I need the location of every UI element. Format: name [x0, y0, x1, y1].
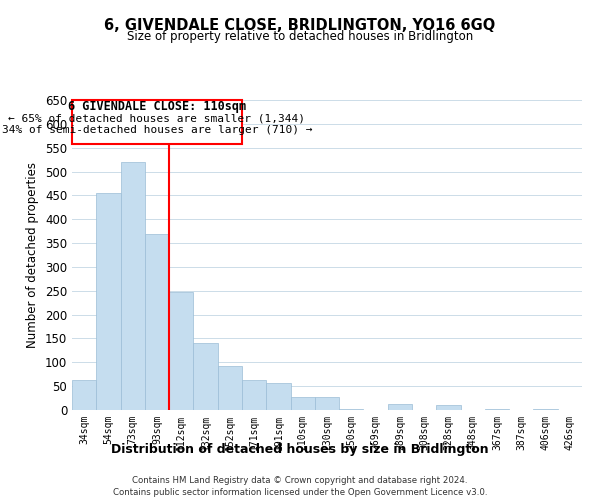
- Bar: [436, 405, 461, 410]
- Bar: [121, 162, 145, 410]
- Text: Contains HM Land Registry data © Crown copyright and database right 2024.: Contains HM Land Registry data © Crown c…: [132, 476, 468, 485]
- Bar: [242, 380, 266, 410]
- Text: Size of property relative to detached houses in Bridlington: Size of property relative to detached ho…: [127, 30, 473, 43]
- Text: ← 65% of detached houses are smaller (1,344): ← 65% of detached houses are smaller (1,…: [8, 113, 305, 123]
- Text: 6, GIVENDALE CLOSE, BRIDLINGTON, YO16 6GQ: 6, GIVENDALE CLOSE, BRIDLINGTON, YO16 6G…: [104, 18, 496, 32]
- Bar: [533, 408, 558, 410]
- Bar: [96, 192, 121, 410]
- Text: 6 GIVENDALE CLOSE: 110sqm: 6 GIVENDALE CLOSE: 110sqm: [68, 100, 246, 113]
- Bar: [290, 396, 315, 410]
- Bar: [169, 292, 193, 410]
- Bar: [339, 408, 364, 410]
- Text: 34% of semi-detached houses are larger (710) →: 34% of semi-detached houses are larger (…: [2, 124, 312, 134]
- Bar: [145, 234, 169, 410]
- Bar: [388, 404, 412, 410]
- Bar: [266, 383, 290, 410]
- Y-axis label: Number of detached properties: Number of detached properties: [26, 162, 40, 348]
- Bar: [485, 408, 509, 410]
- Bar: [72, 100, 242, 144]
- Text: Distribution of detached houses by size in Bridlington: Distribution of detached houses by size …: [111, 442, 489, 456]
- Text: Contains public sector information licensed under the Open Government Licence v3: Contains public sector information licen…: [113, 488, 487, 497]
- Bar: [315, 396, 339, 410]
- Bar: [218, 366, 242, 410]
- Bar: [72, 380, 96, 410]
- Bar: [193, 343, 218, 410]
